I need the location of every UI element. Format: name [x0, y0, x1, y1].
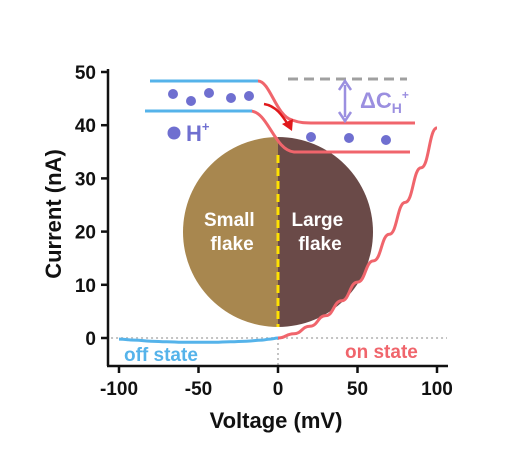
x-tick-label: 50 [347, 379, 368, 400]
proton-dot [306, 132, 316, 142]
delta-concentration-label: ΔCH+ [360, 88, 409, 116]
off-state-label: off state [124, 345, 198, 366]
series-layer [118, 126, 438, 344]
y-tick-label: 20 [75, 223, 96, 244]
x-axis-title: Voltage (mV) [210, 408, 343, 433]
x-axis-ticks: -100 -50 0 50 100 [100, 366, 453, 400]
delta-arrow-head-top [337, 78, 353, 91]
proton-dots [168, 88, 391, 145]
proton-dot [344, 133, 354, 143]
x-tick-label: 100 [421, 379, 453, 400]
concentration-schematic: ΔCH+ H+ [145, 77, 415, 154]
y-tick-label: 50 [75, 63, 96, 84]
large-flake-label: Large flake [291, 210, 348, 255]
y-axis-title: Current (nA) [41, 149, 66, 279]
proton-dot [168, 89, 178, 99]
x-tick-label: -50 [185, 379, 212, 400]
y-tick-label: 0 [85, 329, 96, 350]
x-tick-label: 0 [273, 379, 284, 400]
proton-dot [204, 88, 214, 98]
proton-legend-dot [167, 126, 181, 140]
on-state-label: on state [345, 342, 418, 363]
small-flake-region [183, 137, 278, 327]
y-tick-label: 10 [75, 276, 96, 297]
y-tick-label: 30 [75, 169, 96, 190]
proton-dot [244, 91, 254, 101]
x-tick-label: -100 [100, 379, 138, 400]
reference-lines [111, 337, 447, 365]
flow-arrow-head [282, 119, 293, 131]
large-flake-region [278, 137, 373, 327]
series-line-off-state [118, 336, 279, 344]
y-axis-ticks: 0 10 20 30 40 50 [75, 63, 108, 350]
series-line-on-state [277, 126, 438, 340]
proton-dot [226, 93, 236, 103]
y-tick-label: 40 [75, 116, 96, 137]
proton-dot [381, 135, 391, 145]
small-flake-label: Small flake [204, 210, 260, 255]
proton-label: H+ [186, 119, 210, 146]
delta-arrow-head-bottom [337, 111, 353, 124]
proton-dot [186, 96, 196, 106]
